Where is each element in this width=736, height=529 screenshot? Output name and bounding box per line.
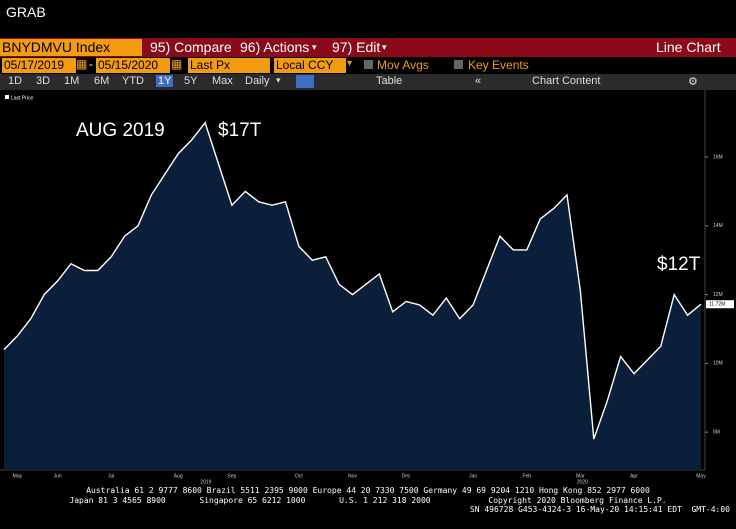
y-tick-label: 12M: [713, 292, 723, 298]
key-events[interactable]: Key Events: [468, 58, 529, 72]
frequency-select[interactable]: Daily: [245, 75, 270, 87]
line-icon[interactable]: [296, 75, 314, 88]
y-tick-label: 16M: [713, 154, 723, 160]
x-tick-label: Feb: [522, 473, 531, 479]
line: [3, 121, 702, 440]
footer-line: SN 496728 G453-4324-3 16-May-20 14:15:41…: [469, 505, 730, 514]
calendar-icon: ▦: [171, 57, 183, 71]
dropdown-arrow: ▾: [382, 42, 387, 52]
currency-select[interactable]: Local CCY: [274, 58, 346, 73]
period-bar: 1D 3D 1M 6M YTD 1Y 5Y Max Daily ▾ Table « Chart…: [0, 74, 736, 90]
annotation: $12T: [657, 254, 701, 275]
x-tick-label: May: [696, 473, 706, 479]
period-button[interactable]: 1D: [8, 75, 23, 87]
year-label: 2020: [577, 479, 588, 485]
settings-icon[interactable]: ⚙: [688, 76, 698, 88]
x-tick-label: Dec: [402, 473, 411, 479]
year-label: 2019: [200, 479, 211, 485]
chart: 8M 10M 12M 14M 16M May Jun Jul Aug Sep Oct Nov Dec Ja…: [0, 90, 736, 485]
period-button[interactable]: 1Y: [156, 75, 174, 87]
period-button[interactable]: 3D: [36, 75, 51, 87]
settings-bar: 05/17/2019 ▦ - 05/15/2020 ▦ Last Px Loca…: [0, 57, 736, 74]
period-button[interactable]: Max: [212, 75, 233, 87]
period-button[interactable]: 1M: [64, 75, 80, 87]
period-button[interactable]: 5Y: [184, 75, 198, 87]
period-button[interactable]: 6M: [94, 75, 110, 87]
legend-label: Last Price: [11, 95, 33, 101]
x-tick-label: Mar: [576, 473, 585, 479]
dropdown-arrow: ▾: [312, 42, 317, 52]
last-value-label: 11.72M: [709, 302, 725, 308]
actions-button[interactable]: 96) Actions: [240, 39, 310, 55]
annotation: AUG 2019: [76, 120, 165, 141]
ticker-field[interactable]: BNYDMVU Index: [0, 39, 142, 56]
x-tick-label: May: [13, 473, 23, 479]
x-tick-label: Sep: [227, 473, 236, 479]
date-separator: -: [89, 57, 93, 71]
field-select[interactable]: Last Px: [188, 58, 270, 73]
footer: Australia 61 2 9777 8600 Brazil 5511 239…: [0, 485, 736, 529]
calendar-icon: ▦: [76, 57, 88, 71]
x-tick-label: Apr: [630, 473, 638, 479]
collapse-icon[interactable]: «: [475, 75, 482, 87]
x-tick-label: Nov: [348, 473, 357, 479]
x-tick-label: Jul: [108, 473, 114, 479]
checkbox[interactable]: [454, 60, 463, 69]
legend-swatch: [5, 95, 9, 99]
table-button[interactable]: Table: [376, 75, 403, 87]
compare-button[interactable]: 95) Compare: [150, 39, 232, 55]
dropdown-arrow: ▾: [347, 58, 353, 69]
y-tick-label: 8M: [713, 430, 720, 436]
x-tick-label: Jun: [54, 473, 62, 479]
end-date[interactable]: 05/15/2020: [96, 58, 170, 73]
y-tick-label: 10M: [713, 361, 723, 367]
x-tick-label: Jan: [469, 473, 477, 479]
y-tick-label: 14M: [713, 223, 723, 229]
title-bar: GRAB: [0, 0, 736, 38]
footer-line: Australia 61 2 9777 8600 Brazil 5511 239…: [86, 486, 650, 495]
checkbox[interactable]: [364, 60, 373, 69]
start-date[interactable]: 05/17/2019: [2, 58, 76, 73]
chart-content-button[interactable]: Chart Content: [532, 75, 601, 87]
last-value-box: [706, 300, 734, 309]
window-title: GRAB: [6, 4, 46, 20]
annotation: $17T: [218, 120, 262, 141]
mov-avgs[interactable]: Mov Avgs: [377, 58, 429, 72]
dropdown-arrow: ▾: [276, 75, 281, 85]
edit-button[interactable]: 97) Edit: [332, 39, 381, 55]
footer-line: Japan 81 3 4565 8900 Singapore 65 6212 1…: [69, 495, 667, 505]
x-tick-label: Aug: [174, 473, 183, 479]
period-button[interactable]: YTD: [122, 75, 144, 87]
view-label[interactable]: Line Chart: [656, 39, 721, 55]
toolbar: BNYDMVU Index 95) Compare 96) Actions ▾ …: [0, 38, 736, 57]
area-fill: [4, 122, 701, 470]
x-tick-label: Oct: [295, 473, 303, 479]
